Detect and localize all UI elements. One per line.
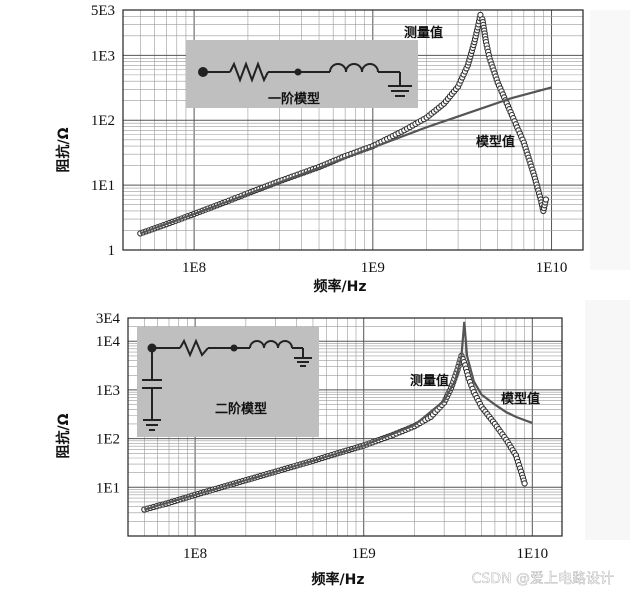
y-tick-label: 1E2 [96,432,120,448]
capacitor-symbol [142,348,162,420]
background-text [585,10,630,540]
annotation-measured-top: 测量值 [404,25,443,41]
watermark: CSDN @爱上电路设计 [472,571,614,587]
y-tick-label: 3E4 [96,311,121,327]
x-axis-label-bottom: 频率/Hz [312,571,365,588]
inset-schematic-top: 一阶模型 [186,40,418,108]
data-point-measured [521,480,528,487]
y-tick-label: 1E4 [96,334,121,350]
y-tick-label: 1E1 [91,178,115,194]
ground-symbol [143,419,161,431]
inductor-symbol [234,340,304,358]
series-line-model [144,321,533,511]
y-tick-label: 1E2 [91,113,115,129]
y-tick-label: 1E3 [96,383,120,399]
data-point-measured [542,196,550,203]
inset-label-bottom: 二阶模型 [215,401,267,417]
annotation-measured-bottom: 测量值 [410,373,449,389]
inset-schematic-bottom: 二阶模型 [137,327,319,437]
x-tick-label: 1E10 [536,260,568,276]
ground-symbol [388,85,412,97]
series-top [137,11,552,237]
y-axis-label-bottom: 阻抗/Ω [55,413,72,458]
x-axis-label-top: 频率/Hz [314,278,367,295]
chart-top: 一阶模型 1E8 1E9 1E10 1 1E1 1E2 1E3 5E3 测量值 模型值 阻抗/… [55,3,584,295]
chart-bottom: 二阶模型 1E8 1E9 1E10 1E1 1E2 1E3 1E4 3E4 测量值 模型值 阻… [55,311,563,588]
resistor-symbol [147,338,238,358]
ticks-top: 1E8 1E9 1E10 1 1E1 1E2 1E3 5E3 [91,3,568,276]
series-bottom [141,321,533,513]
plot-frame-bottom [127,317,563,537]
y-tick-label: 5E3 [91,3,115,19]
x-tick-label: 1E9 [361,260,385,276]
x-tick-label: 1E8 [183,546,207,562]
y-axis-label-top: 阻抗/Ω [55,127,72,172]
y-tick-label: 1E1 [96,480,120,496]
plot-frame-top [122,9,584,251]
inset-panel-bottom [137,327,319,437]
x-tick-label: 1E8 [182,260,206,276]
x-tick-label: 1E9 [352,546,376,562]
y-tick-label: 1E3 [91,48,115,64]
inset-label-top: 一阶模型 [268,91,320,107]
inductor-symbol [298,63,401,86]
annotation-model-bottom: 模型值 [501,391,540,407]
x-tick-label: 1E10 [516,546,548,562]
annotation-model-top: 模型值 [476,134,515,150]
y-tick-label: 1 [108,243,116,259]
inset-panel-top [186,40,418,108]
ground-symbol [294,357,312,367]
ticks-bottom: 1E8 1E9 1E10 1E1 1E2 1E3 1E4 3E4 [96,311,548,562]
series-line-model [139,86,552,235]
